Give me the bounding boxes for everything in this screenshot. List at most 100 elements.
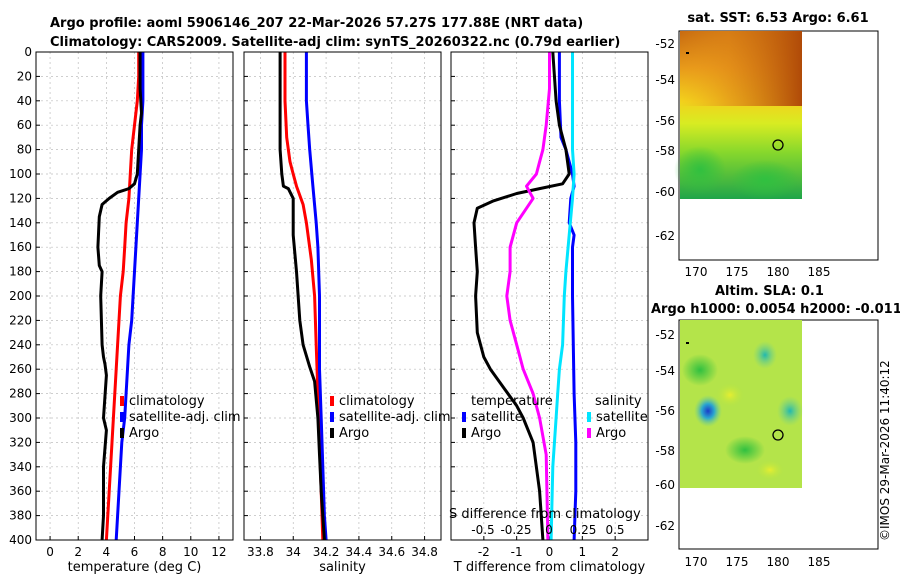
x-tick-label: 34.2 [313, 545, 340, 559]
sla-ytick: -56 [655, 404, 675, 418]
sla-ytick: -60 [655, 478, 675, 492]
sla-xtick: 170 [685, 555, 708, 569]
y-tick-label: 0 [24, 45, 32, 59]
sst-ytick: -52 [655, 37, 675, 51]
axes-frame [243, 51, 442, 541]
y-tick-label: 100 [9, 167, 32, 181]
sla-ytick: -52 [655, 328, 675, 342]
sla-anomaly [725, 436, 765, 464]
salinity-profile-panel: 33.8 34 34.2 34.4 34.6 34.8 salinity [243, 51, 442, 575]
y-tick-label: 220 [9, 313, 32, 327]
sla-map-title: Altim. SLA: 0.1 [715, 284, 824, 299]
legend-swatch-s-satellite [587, 412, 591, 422]
series-line-climatology [104, 52, 141, 541]
argo-location-marker [772, 429, 784, 441]
sst-warm-region [680, 31, 802, 106]
sst-ytick: -54 [655, 73, 675, 87]
s-tick: -0.5 [471, 523, 494, 537]
axes-frame [35, 51, 234, 541]
sla-low-anomaly [694, 395, 722, 427]
s-difference-ticks: -0.5 -0.25 0 0.25 0.5 [471, 523, 624, 537]
y-tick-label: 260 [9, 362, 32, 376]
y-tick-label: 200 [9, 289, 32, 303]
x-axis-label: temperature (deg C) [68, 560, 202, 575]
sla-low-anomaly [753, 341, 777, 369]
legend-title-salinity: salinity [595, 394, 642, 409]
legend-label-argo: Argo [129, 426, 159, 441]
difference-profile-panel: -2 -1 0 1 2T difference from climatology [450, 51, 649, 575]
x-tick-label: 2 [611, 545, 619, 559]
sst-map-dot [686, 52, 689, 54]
x-tick-label: 33.8 [247, 545, 274, 559]
x-tick-label: 1 [579, 545, 587, 559]
temperature-legend: climatology satellite-adj. clim Argo [120, 394, 241, 441]
y-tick-label: 300 [9, 411, 32, 425]
legend-label-climatology: climatology [129, 394, 205, 409]
y-tick-label: 360 [9, 484, 32, 498]
legend-swatch-climatology [330, 396, 334, 406]
y-tick-label: 140 [9, 216, 32, 230]
legend-label-argo: Argo [339, 426, 369, 441]
legend-label-t-argo: Argo [471, 426, 501, 441]
s-difference-axis-label: S difference from climatology [449, 507, 641, 522]
y-tick-label: 60 [17, 118, 32, 132]
x-tick-label: 34.6 [378, 545, 405, 559]
legend-swatch-satellite [330, 412, 334, 422]
sla-low-anomaly [777, 396, 803, 426]
legend-label-t-satellite: satellite [471, 410, 523, 425]
sst-map: sat. SST: 6.53 Argo: 6.61 -52 -54 -56 -5… [655, 11, 879, 279]
sla-xtick: 180 [767, 555, 790, 569]
sla-ytick: -54 [655, 364, 675, 378]
x-tick-label: 0 [546, 545, 554, 559]
x-tick-label: -1 [511, 545, 523, 559]
axes-frame [450, 51, 649, 541]
legend-swatch-t-argo [462, 428, 466, 438]
sla-ytick: -58 [655, 444, 675, 458]
legend-swatch-argo [120, 428, 124, 438]
sla-map-subtitle: Argo h1000: 0.0054 h2000: -0.011 [651, 302, 900, 317]
legend-label-s-argo: Argo [596, 426, 626, 441]
sla-map-ticks: -52 -54 -56 -58 -60 -62 170 175 180 185 [655, 328, 830, 569]
sla-high-anomaly [756, 460, 784, 480]
salinity-legend: climatology satellite-adj. clim Argo [330, 394, 451, 441]
series-line-argo [278, 52, 326, 541]
y-tick-label: 180 [9, 265, 32, 279]
temperature-profile-panel: 0 2 4 6 8 10 120204060801001201401601802002202… [9, 45, 234, 575]
y-tick-label: 80 [17, 143, 32, 157]
s-tick: 0 [545, 523, 553, 537]
legend-label-satellite: satellite-adj. clim [129, 410, 241, 425]
x-tick-label: -2 [478, 545, 490, 559]
legend-swatch-argo [330, 428, 334, 438]
y-tick-label: 240 [9, 338, 32, 352]
sst-ytick: -60 [655, 185, 675, 199]
series-line-satellite-adj-clim [304, 52, 328, 541]
y-tick-label: 160 [9, 240, 32, 254]
x-tick-label: 10 [183, 545, 198, 559]
sla-anomaly [682, 354, 718, 386]
legend-swatch-s-argo [587, 428, 591, 438]
sla-xtick: 185 [808, 555, 831, 569]
legend-label-climatology: climatology [339, 394, 415, 409]
x-tick-label: 12 [211, 545, 226, 559]
y-tick-label: 280 [9, 387, 32, 401]
legend-label-satellite: satellite-adj. clim [339, 410, 451, 425]
series-line-t-argo [472, 51, 571, 541]
legend-swatch-t-satellite [462, 412, 466, 422]
x-tick-label: 34 [286, 545, 301, 559]
sla-map: Altim. SLA: 0.1 Argo h1000: 0.0054 h2000… [651, 284, 900, 569]
sla-ytick: -62 [655, 519, 675, 533]
y-tick-label: 20 [17, 69, 32, 83]
sst-ytick: -56 [655, 114, 675, 128]
sst-map-ticks: -52 -54 -56 -58 -60 -62 170 175 180 185 [655, 37, 830, 279]
sst-ytick: -62 [655, 229, 675, 243]
legend-swatch-climatology [120, 396, 124, 406]
legend-title-temperature: temperature [471, 394, 553, 409]
legend-label-s-satellite: satellite [596, 410, 648, 425]
figure-title-line1: Argo profile: aoml 5906146_207 22-Mar-20… [50, 16, 583, 31]
series-line-satellite-adj-clim [114, 52, 145, 541]
series-line-s-argo [505, 52, 551, 541]
x-axis-label: T difference from climatology [453, 560, 646, 575]
x-tick-label: 2 [74, 545, 82, 559]
sst-cool-region [674, 146, 726, 194]
x-tick-label: 6 [131, 545, 139, 559]
